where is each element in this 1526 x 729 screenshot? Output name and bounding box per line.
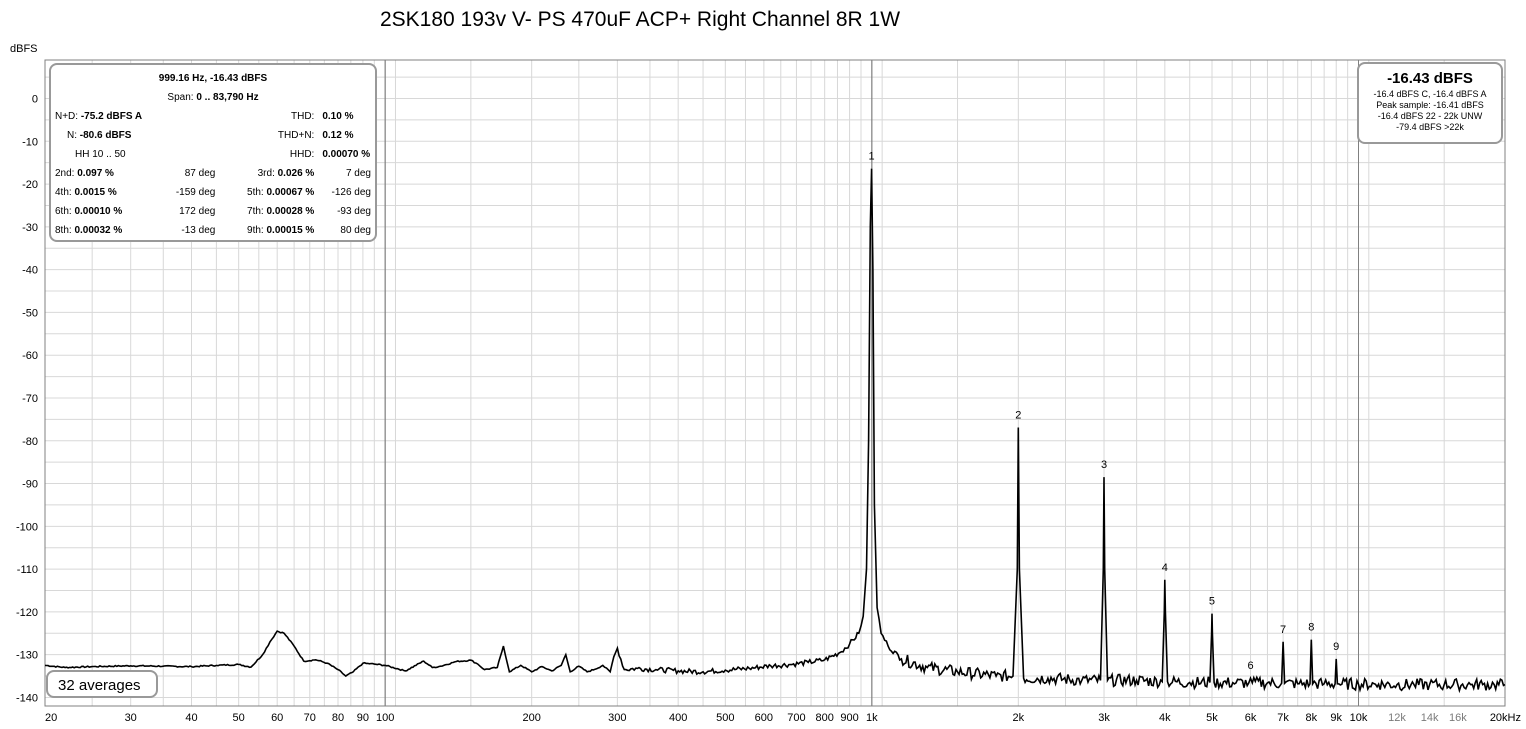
- harmonic-marker-label: 3: [1101, 459, 1107, 471]
- harmonic-marker-label: 2: [1015, 409, 1021, 421]
- thdn-label: THD+N:: [277, 130, 315, 141]
- level-panel[interactable]: -16.43 dBFS -16.4 dBFS C, -16.4 dBFS A P…: [1357, 62, 1503, 144]
- harmonic-marker-label: 1: [869, 151, 875, 163]
- plot-frame: [44, 59, 1506, 707]
- y-tick-label: -100: [16, 521, 38, 533]
- x-tick-label: 1k: [866, 712, 878, 724]
- harmonic-marker-label: 9: [1333, 641, 1339, 653]
- x-tick-label: 800: [815, 712, 833, 724]
- y-tick-label: -30: [22, 222, 38, 234]
- x-tick-label: 7k: [1277, 712, 1289, 724]
- fundamental-readout: 999.16 Hz, -16.43 dBFS: [158, 73, 268, 84]
- x-tick-label: 10k: [1350, 712, 1368, 724]
- x-tick-label: 3k: [1098, 712, 1110, 724]
- x-tick-label: 200: [522, 712, 540, 724]
- y-tick-label: 0: [32, 94, 38, 106]
- y-tick-label: -80: [22, 436, 38, 448]
- harmonic-row: 4th: 0.0015 % -159 deg 5th: 0.00067 % -1…: [55, 187, 371, 198]
- y-tick-label: -20: [22, 179, 38, 191]
- x-tick-label: 8k: [1306, 712, 1318, 724]
- y-tick-label: -110: [17, 564, 38, 576]
- x-tick-label: 5k: [1206, 712, 1218, 724]
- y-tick-label: -70: [22, 393, 38, 405]
- x-tick-label: 60: [271, 712, 283, 724]
- x-tick-label: 80: [332, 712, 344, 724]
- harmonic-markers: 1 2 3 4 5 6 7 8 9: [869, 151, 1340, 673]
- measurement-panel[interactable]: 999.16 Hz, -16.43 dBFS Span: 0 .. 83,790…: [49, 63, 377, 242]
- y-tick-label: -120: [16, 607, 38, 619]
- y-tick-label: -10: [22, 136, 38, 148]
- y-tick-label: -130: [16, 650, 38, 662]
- hh-range: HH 10 .. 50: [75, 149, 126, 160]
- x-tick-label: 40: [185, 712, 197, 724]
- hhd-label: HHD:: [289, 149, 315, 160]
- thd-value: 0.10 %: [322, 111, 354, 122]
- x-tick-label: 20: [45, 712, 57, 724]
- x-tick-label: 9k: [1330, 712, 1342, 724]
- y-tick-label: -50: [22, 307, 38, 319]
- harmonic-row: 6th: 0.00010 % 172 deg 7th: 0.00028 % -9…: [55, 206, 371, 217]
- nd-readout: N+D: -75.2 dBFS A: [55, 111, 143, 122]
- x-tick-label: 6k: [1245, 712, 1257, 724]
- level-peak-sample: Peak sample: -16.41 dBFS: [1376, 100, 1484, 110]
- span-readout: Span: 0 .. 83,790 Hz: [167, 92, 259, 103]
- harmonic-marker-label: 5: [1209, 596, 1215, 608]
- level-main: -16.43 dBFS: [1387, 70, 1473, 87]
- x-tick-label: 300: [608, 712, 626, 724]
- x-tick-label: 900: [840, 712, 858, 724]
- grid: [44, 60, 1506, 706]
- harmonic-marker-label: 7: [1280, 624, 1286, 636]
- harmonic-marker-label: 6: [1247, 660, 1253, 672]
- x-tick-label: 700: [787, 712, 805, 724]
- y-axis: 0 -10 -20 -30 -40 -50 -60 -70 -80 -90 -100 -110 -120…: [16, 94, 38, 705]
- chart-title: 2SK180 193v V- PS 470uF ACP+ Right Chann…: [379, 8, 901, 31]
- level-above-22k: -79.4 dBFS >22k: [1396, 122, 1464, 132]
- hhd-value: 0.00070 %: [322, 149, 371, 160]
- x-tick-label: 20kHz: [1490, 712, 1521, 724]
- thdn-value: 0.12 %: [322, 130, 354, 141]
- x-axis: 20 30 40 50 60 70 80 90 100 200 300 400 500 600 700 800…: [45, 712, 1521, 724]
- x-tick-label: 400: [669, 712, 687, 724]
- level-weighted: -16.4 dBFS C, -16.4 dBFS A: [1373, 89, 1487, 99]
- averages-button[interactable]: 32 averages: [46, 670, 158, 698]
- y-tick-label: -140: [16, 692, 38, 704]
- x-tick-label: 90: [357, 712, 369, 724]
- x-tick-label: 50: [233, 712, 245, 724]
- harmonic-row: 2nd: 0.097 % 87 deg 3rd: 0.026 % 7 deg: [55, 168, 371, 179]
- x-tick-label: 16k: [1449, 712, 1467, 724]
- x-tick-label: 12k: [1388, 712, 1406, 724]
- y-axis-unit: dBFS: [10, 43, 38, 55]
- x-tick-label: 30: [125, 712, 137, 724]
- x-tick-label: 2k: [1013, 712, 1025, 724]
- x-tick-label: 70: [304, 712, 316, 724]
- harmonic-row: 8th: 0.00032 % -13 deg 9th: 0.00015 % 80…: [55, 225, 371, 236]
- y-tick-label: -40: [22, 265, 38, 277]
- x-tick-label: 500: [716, 712, 734, 724]
- harmonic-marker-label: 4: [1162, 562, 1168, 574]
- x-tick-label: 14k: [1421, 712, 1439, 724]
- thd-label: THD:: [290, 111, 315, 122]
- level-unweighted: -16.4 dBFS 22 - 22k UNW: [1377, 111, 1483, 121]
- x-tick-label: 600: [755, 712, 773, 724]
- y-tick-label: -90: [22, 479, 38, 491]
- spectrum-trace: [44, 168, 1506, 694]
- x-tick-label: 4k: [1159, 712, 1171, 724]
- y-tick-label: -60: [22, 350, 38, 362]
- noise-readout: N: -80.6 dBFS: [67, 130, 132, 141]
- x-tick-label: 100: [376, 712, 394, 724]
- harmonic-marker-label: 8: [1308, 622, 1314, 634]
